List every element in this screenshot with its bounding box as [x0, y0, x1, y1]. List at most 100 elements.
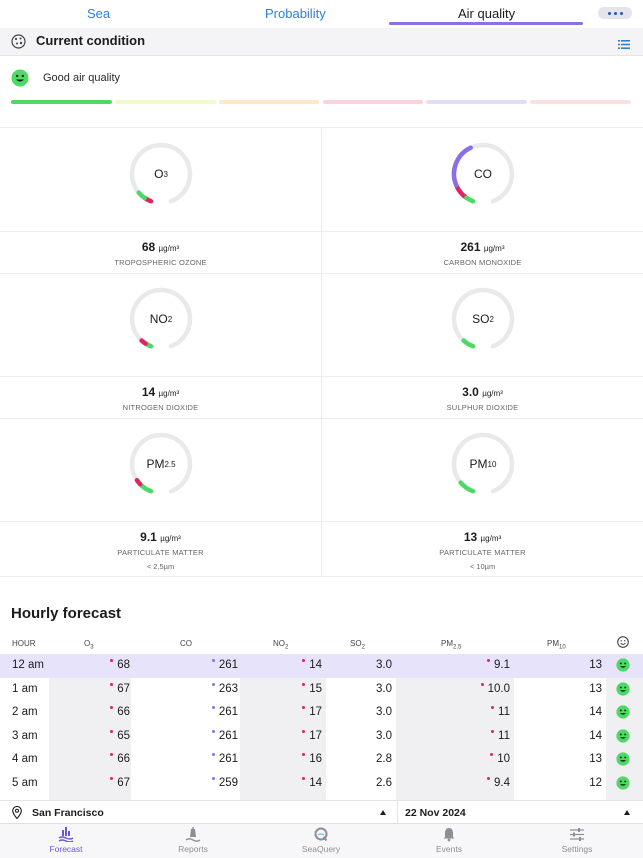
- divider: [0, 273, 643, 274]
- table-row[interactable]: 1 am 67 263 15 3.0 10.0 13: [0, 678, 643, 702]
- trend-dot: [302, 659, 306, 662]
- pollutant-size-note: < 10µm: [469, 562, 496, 571]
- pollutant-info: 9.1 µg/m³ PARTICULATE MATTER < 2.5µm: [0, 521, 321, 577]
- tab-air-quality[interactable]: Air quality: [458, 6, 516, 21]
- trend-dot: [211, 753, 215, 756]
- trend-dot: [211, 682, 215, 686]
- table-row[interactable]: 5 am 67 259 14 2.6 9.4 12: [0, 772, 643, 796]
- aq-scale-segment: [530, 100, 631, 104]
- cell-no2: 17: [302, 729, 322, 742]
- location-pin-icon: [12, 805, 22, 824]
- table-row[interactable]: 12 am 68 261 14 3.0 9.1 13: [0, 654, 643, 678]
- pollutant-name: PARTICULATE MATTER: [439, 548, 526, 557]
- table-row[interactable]: 2 am 66 261 17 3.0 11 14: [0, 701, 643, 725]
- pollutant-gauge: CO: [450, 141, 516, 207]
- cell-o3: 67: [110, 776, 130, 789]
- pollutant-symbol: PM 10: [469, 457, 497, 471]
- location-city[interactable]: San Francisco: [32, 807, 104, 819]
- aq-scale-segment: [322, 100, 424, 104]
- divider: [397, 801, 398, 824]
- pollutant-gauge: SO 2: [450, 286, 516, 352]
- pollutant-card[interactable]: CO 261 µg/m³ CARBON MONOXIDE: [322, 129, 643, 274]
- cell-no2: 14: [302, 659, 322, 671]
- pollutant-value: 68 µg/m³: [141, 240, 180, 254]
- list-icon[interactable]: [618, 36, 630, 54]
- trend-dot: [211, 659, 215, 662]
- air-particles-icon: [11, 34, 26, 54]
- gauge-level: [136, 190, 148, 201]
- cell-so2: 2.6: [376, 776, 392, 789]
- trend-dot: [491, 706, 495, 709]
- trend-dot: [211, 776, 215, 780]
- cell-o3: 66: [110, 753, 130, 765]
- trend-dot: [110, 776, 114, 780]
- cell-no2: 15: [302, 682, 322, 695]
- cell-hour: 2 am: [12, 706, 38, 718]
- tab-probability[interactable]: Probability: [265, 6, 326, 21]
- smile-icon: [616, 658, 630, 675]
- pollutant-value: 3.0 µg/m³: [462, 385, 503, 399]
- pollutant-card[interactable]: SO 2 3.0 µg/m³ SULPHUR DIOXIDE: [322, 274, 643, 419]
- divider: [0, 418, 643, 419]
- pollutant-value: 261 µg/m³: [460, 240, 505, 254]
- cell-no2: 14: [302, 776, 322, 789]
- trend-dot: [302, 776, 306, 780]
- tab-sea[interactable]: Sea: [87, 6, 111, 21]
- cell-pm25: 9.1: [487, 659, 510, 671]
- pollutant-symbol: SO 2: [472, 312, 494, 326]
- cell-co: 261: [211, 706, 238, 718]
- cell-hour: 12 am: [12, 659, 44, 671]
- divider: [0, 576, 643, 577]
- air-quality-label: Good air quality: [43, 72, 121, 84]
- cell-o3: 66: [110, 706, 130, 718]
- col-so2: SO2: [350, 639, 365, 651]
- trend-dot: [490, 753, 494, 756]
- gauge-level: [464, 195, 476, 204]
- divider: [321, 129, 322, 577]
- smile-outline-icon: [617, 636, 629, 650]
- pollutant-card[interactable]: PM 10 13 µg/m³ PARTICULATE MATTER < 10µm: [322, 419, 643, 577]
- pollutant-value: 14 µg/m³: [141, 385, 180, 399]
- cell-co: 261: [211, 659, 238, 671]
- pollutant-symbol: PM 2.5: [146, 457, 176, 471]
- trend-dot: [487, 776, 490, 780]
- pollutant-info: 14 µg/m³ NITROGEN DIOXIDE: [0, 376, 321, 419]
- tab-reports[interactable]: Reports: [148, 827, 238, 854]
- trend-dot: [302, 753, 306, 756]
- tab-forecast[interactable]: Forecast: [21, 827, 111, 854]
- hourly-forecast-title: Hourly forecast: [11, 605, 122, 622]
- table-row[interactable]: 3 am 65 261 17 3.0 11 14: [0, 725, 643, 749]
- pollutant-name: PARTICULATE MATTER: [117, 548, 204, 557]
- tab-events[interactable]: Events: [404, 827, 494, 854]
- cell-no2: 17: [302, 706, 322, 718]
- pollutant-card[interactable]: PM 2.5 9.1 µg/m³ PARTICULATE MATTER < 2.5…: [0, 419, 321, 577]
- pollutant-card[interactable]: NO 2 14 µg/m³ NITROGEN DIOXIDE: [0, 274, 321, 419]
- trend-dot: [110, 659, 114, 662]
- smile-icon: [616, 681, 630, 699]
- cell-pm25: 10: [490, 753, 510, 765]
- table-row[interactable]: 4 am 66 261 16 2.8 10 13: [0, 748, 643, 772]
- location-caret-icon[interactable]: [380, 810, 386, 815]
- cell-hour: 3 am: [12, 729, 38, 742]
- waves-chart-icon: [58, 827, 74, 842]
- cell-no2: 16: [302, 753, 322, 765]
- gauge-level: [461, 338, 476, 349]
- col-pm25: PM2.5: [441, 639, 462, 651]
- date-selector[interactable]: 22 Nov 2024: [405, 807, 466, 819]
- date-caret-icon[interactable]: [624, 810, 630, 815]
- tab-settings[interactable]: Settings: [532, 827, 622, 854]
- trend-dot: [487, 659, 490, 662]
- pollutant-name: CARBON MONOXIDE: [443, 258, 522, 267]
- sliders-icon: [570, 828, 584, 841]
- smile-icon: [616, 752, 630, 769]
- pollutant-info: 13 µg/m³ PARTICULATE MATTER < 10µm: [322, 521, 643, 577]
- pollutant-gauge: PM 2.5: [128, 431, 194, 497]
- cell-pm25: 9.4: [487, 776, 510, 789]
- tab-seaquery[interactable]: SeaQuery: [276, 827, 366, 854]
- more-options-button[interactable]: [598, 7, 632, 19]
- pollutant-info: 261 µg/m³ CARBON MONOXIDE: [322, 231, 643, 274]
- column-shade: [240, 677, 326, 800]
- gauge-level: [451, 145, 473, 188]
